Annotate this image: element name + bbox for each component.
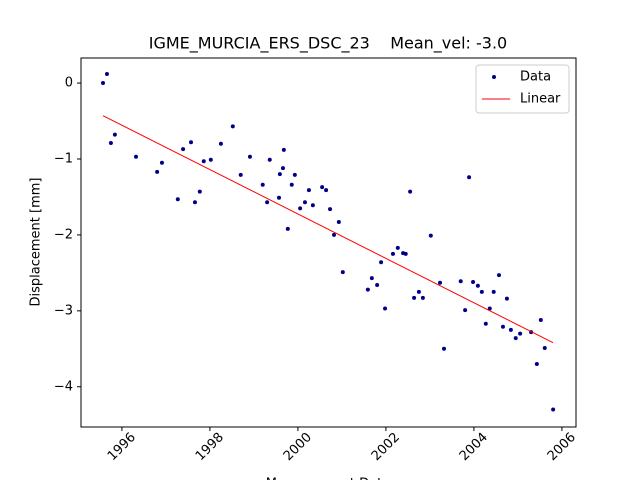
- data-point: [379, 260, 384, 265]
- data-point: [324, 188, 329, 193]
- data-point: [508, 327, 513, 332]
- data-point: [134, 154, 138, 159]
- y-tick-label: −1: [54, 151, 73, 166]
- data-point: [538, 317, 543, 322]
- data-point: [428, 233, 433, 238]
- plot-area: [101, 71, 556, 412]
- data-point: [369, 276, 374, 281]
- data-point: [320, 185, 325, 190]
- data-point: [458, 279, 463, 284]
- data-point: [471, 279, 476, 284]
- data-point: [420, 295, 425, 300]
- data-point: [408, 189, 413, 194]
- data-point: [475, 283, 480, 288]
- data-point: [518, 331, 523, 336]
- data-point: [365, 287, 370, 292]
- legend-label: Linear: [520, 92, 561, 107]
- data-point: [483, 321, 488, 326]
- data-point: [491, 289, 496, 294]
- legend-marker: [492, 75, 496, 79]
- y-tick-label: 0: [65, 76, 73, 91]
- data-point: [181, 147, 186, 152]
- data-point: [238, 172, 243, 177]
- data-point: [395, 245, 400, 250]
- data-point: [230, 124, 235, 129]
- data-point: [438, 280, 443, 285]
- data-point: [197, 189, 202, 194]
- data-point: [306, 188, 311, 193]
- data-point: [108, 141, 113, 146]
- data-point: [208, 157, 213, 162]
- data-point: [467, 175, 472, 180]
- data-point: [277, 195, 281, 200]
- data-point: [101, 81, 105, 86]
- data-point: [285, 226, 290, 231]
- data-point: [332, 232, 336, 237]
- data-point: [487, 306, 492, 311]
- data-point: [155, 169, 160, 174]
- data-point: [340, 270, 345, 275]
- y-tick-label: −2: [54, 227, 73, 242]
- data-point: [416, 289, 421, 294]
- y-tick-label: −4: [54, 379, 73, 394]
- y-axis-label: Displacement [mm]: [29, 178, 44, 307]
- data-point: [281, 147, 286, 152]
- data-point: [247, 154, 252, 159]
- data-point: [551, 407, 556, 412]
- chart-title: IGME_MURCIA_ERS_DSC_23 Mean_vel: -3.0: [149, 34, 507, 54]
- data-point: [375, 283, 380, 288]
- data-point: [336, 220, 341, 224]
- data-point: [277, 172, 282, 177]
- data-point: [497, 273, 501, 278]
- data-point: [189, 140, 193, 145]
- legend-label: Data: [520, 70, 551, 85]
- legend-box: [475, 64, 570, 114]
- data-point: [310, 203, 315, 208]
- x-axis-label: Measurement Date: [266, 477, 390, 480]
- data-point: [260, 182, 265, 187]
- data-point: [292, 172, 297, 177]
- trend-line: [102, 115, 554, 344]
- axes-frame: [80, 57, 577, 428]
- data-point: [442, 346, 446, 351]
- data-point: [104, 71, 109, 76]
- data-point: [412, 295, 417, 300]
- data-point: [175, 197, 180, 202]
- data-point: [289, 182, 294, 187]
- data-point: [298, 206, 303, 211]
- data-point: [479, 289, 484, 294]
- data-point: [218, 141, 223, 146]
- data-point: [500, 324, 505, 329]
- data-point: [463, 308, 468, 313]
- data-point: [302, 200, 307, 205]
- data-point: [280, 166, 285, 171]
- data-point: [328, 207, 333, 212]
- data-point: [513, 336, 518, 341]
- data-point: [112, 132, 117, 137]
- data-point: [390, 251, 395, 256]
- data-point: [504, 296, 509, 301]
- data-point: [542, 346, 547, 351]
- data-point: [383, 306, 388, 311]
- data-point: [403, 251, 408, 256]
- data-point: [159, 160, 164, 165]
- data-point: [265, 200, 270, 205]
- data-point: [267, 157, 272, 162]
- data-point: [534, 361, 539, 366]
- data-point: [201, 159, 206, 164]
- y-tick-label: −3: [54, 303, 73, 318]
- data-point: [192, 200, 197, 205]
